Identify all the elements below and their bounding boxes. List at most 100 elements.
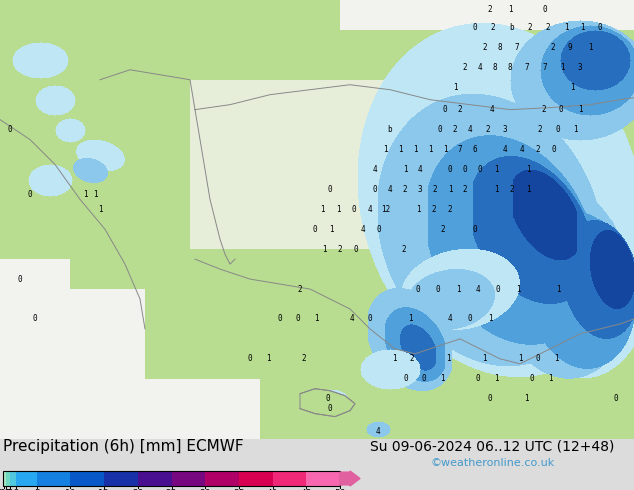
Text: 2: 2 — [458, 105, 462, 114]
Bar — [273, 471, 306, 486]
Text: 0: 0 — [352, 205, 356, 214]
Bar — [172, 471, 205, 486]
Text: 2: 2 — [432, 185, 437, 194]
Text: 1: 1 — [588, 43, 592, 52]
Text: 2: 2 — [536, 145, 540, 154]
Text: 0: 0 — [248, 354, 252, 363]
Bar — [10, 471, 16, 486]
Text: 9: 9 — [567, 43, 573, 52]
Text: 1: 1 — [578, 105, 582, 114]
Text: 1: 1 — [428, 145, 432, 154]
Text: 2: 2 — [510, 185, 514, 194]
Text: 1: 1 — [413, 145, 417, 154]
Polygon shape — [300, 389, 355, 416]
Text: 0: 0 — [468, 315, 472, 323]
Text: 2: 2 — [410, 354, 414, 363]
Text: 1: 1 — [518, 354, 522, 363]
Text: 0: 0 — [488, 394, 493, 403]
Text: 1: 1 — [570, 83, 574, 92]
Bar — [239, 471, 273, 486]
Text: 4: 4 — [476, 285, 481, 294]
Text: 1: 1 — [398, 145, 403, 154]
Text: 0: 0 — [436, 285, 440, 294]
Text: 4: 4 — [448, 315, 452, 323]
Text: 1: 1 — [335, 205, 340, 214]
Text: 8: 8 — [498, 43, 502, 52]
Text: 2: 2 — [491, 24, 495, 32]
Text: 1: 1 — [494, 185, 498, 194]
Text: 1: 1 — [515, 285, 521, 294]
Text: 0: 0 — [373, 185, 377, 194]
Text: 1: 1 — [548, 374, 552, 383]
Text: 0: 0 — [559, 105, 564, 114]
Text: Precipitation (6h) [mm] ECMWF: Precipitation (6h) [mm] ECMWF — [3, 439, 243, 454]
Text: 1: 1 — [494, 374, 498, 383]
Text: 50: 50 — [334, 489, 346, 490]
Text: 5: 5 — [34, 489, 39, 490]
Text: 4: 4 — [387, 185, 392, 194]
Text: 2: 2 — [486, 125, 490, 134]
Text: b: b — [510, 24, 514, 32]
Text: 1: 1 — [488, 315, 493, 323]
Text: 0: 0 — [555, 125, 560, 134]
Text: 0: 0 — [33, 315, 37, 323]
Text: 1: 1 — [482, 354, 486, 363]
Text: b: b — [387, 125, 392, 134]
Text: 20: 20 — [132, 489, 143, 490]
Text: 0: 0 — [295, 315, 301, 323]
Text: 1: 1 — [403, 165, 407, 174]
Text: 0: 0 — [437, 125, 443, 134]
Text: 1: 1 — [508, 5, 512, 15]
Text: 1: 1 — [446, 354, 450, 363]
Text: 0: 0 — [536, 354, 540, 363]
Bar — [6, 471, 10, 486]
Text: 2: 2 — [453, 125, 457, 134]
Text: 1: 1 — [524, 394, 528, 403]
Text: 1: 1 — [408, 315, 412, 323]
Text: 0: 0 — [328, 185, 332, 194]
Text: 0: 0 — [354, 245, 358, 254]
Text: 0: 0 — [476, 374, 481, 383]
Text: 0: 0 — [368, 315, 372, 323]
Text: 1: 1 — [443, 145, 448, 154]
Text: 1: 1 — [7, 489, 13, 490]
Text: 3: 3 — [418, 185, 422, 194]
Text: 0: 0 — [422, 374, 426, 383]
Text: 2: 2 — [432, 205, 436, 214]
Text: 2: 2 — [546, 24, 550, 32]
Bar — [3, 471, 340, 486]
Text: 2: 2 — [402, 245, 406, 254]
Text: 7: 7 — [525, 63, 529, 73]
Bar — [138, 471, 172, 486]
Text: 0: 0 — [326, 394, 330, 403]
Text: 12: 12 — [382, 205, 391, 214]
Text: 15: 15 — [98, 489, 110, 490]
Text: 0: 0 — [598, 24, 602, 32]
Text: 0: 0 — [278, 315, 282, 323]
Bar — [205, 471, 239, 486]
Text: 2: 2 — [482, 43, 488, 52]
Text: ©weatheronline.co.uk: ©weatheronline.co.uk — [430, 458, 554, 468]
Text: 0: 0 — [377, 225, 381, 234]
Text: 30: 30 — [200, 489, 211, 490]
Text: 2: 2 — [527, 24, 533, 32]
Text: 4: 4 — [368, 205, 372, 214]
Text: 0: 0 — [328, 404, 332, 413]
Text: 4: 4 — [418, 165, 422, 174]
Text: 4: 4 — [520, 145, 524, 154]
Text: 1: 1 — [453, 83, 457, 92]
Text: 4: 4 — [376, 427, 380, 436]
Text: 2: 2 — [14, 489, 19, 490]
Text: 2: 2 — [441, 225, 445, 234]
Text: 4: 4 — [503, 145, 507, 154]
Text: 0: 0 — [496, 285, 500, 294]
Text: 7: 7 — [458, 145, 462, 154]
Text: 1: 1 — [573, 125, 578, 134]
Text: 0: 0 — [552, 145, 556, 154]
Text: 7: 7 — [515, 43, 519, 52]
Text: 1: 1 — [579, 24, 585, 32]
Text: 4: 4 — [477, 63, 482, 73]
Text: 6: 6 — [473, 145, 477, 154]
Text: 2: 2 — [338, 245, 342, 254]
FancyArrow shape — [340, 471, 360, 486]
